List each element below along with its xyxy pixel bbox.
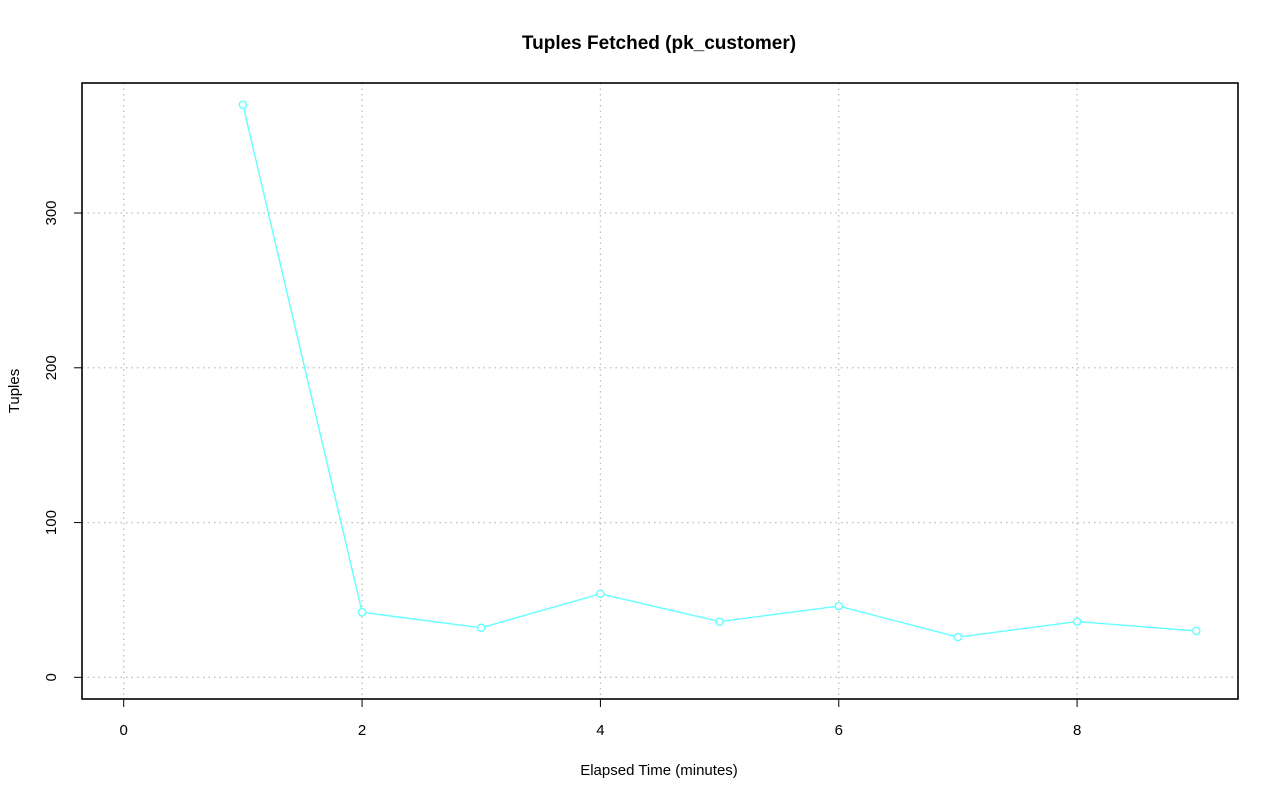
x-axis-label: Elapsed Time (minutes) xyxy=(580,762,738,779)
data-point xyxy=(238,100,248,109)
y-tick-label: 100 xyxy=(43,510,60,535)
data-point xyxy=(357,608,367,617)
grid xyxy=(82,83,1238,699)
y-axis-label: Tuples xyxy=(6,369,23,413)
y-tick-label: 0 xyxy=(43,673,60,681)
x-tick-label: 0 xyxy=(120,722,128,739)
data-point xyxy=(476,623,486,633)
y-tick-label: 300 xyxy=(43,200,60,225)
data-point xyxy=(834,601,844,611)
y-tick-label: 200 xyxy=(43,355,60,380)
y-axis: 0 100 200 300 xyxy=(43,200,82,682)
x-tick-label: 6 xyxy=(835,722,843,739)
data-point xyxy=(953,632,963,642)
series-line xyxy=(242,104,1197,638)
x-tick-label: 8 xyxy=(1073,722,1081,739)
plot-area-border xyxy=(81,82,1239,700)
data-point xyxy=(715,617,724,626)
data-point xyxy=(1191,626,1201,636)
data-point xyxy=(1072,617,1082,626)
x-tick-label: 4 xyxy=(596,722,604,739)
x-tick-label: 2 xyxy=(358,722,366,739)
x-axis: 0 2 4 6 8 xyxy=(120,699,1081,739)
chart-title: Tuples Fetched (pk_customer) xyxy=(522,33,796,54)
data-point xyxy=(596,589,605,599)
series-layer xyxy=(238,100,1201,642)
